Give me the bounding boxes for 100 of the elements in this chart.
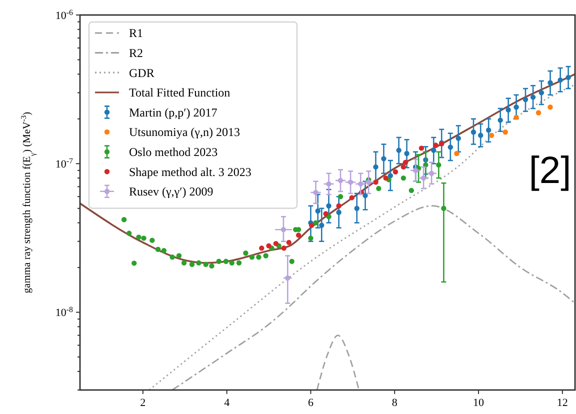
point [181, 260, 187, 266]
legend-label: R1 [129, 26, 144, 40]
point [436, 162, 442, 168]
point [431, 148, 436, 153]
point [189, 262, 195, 267]
point [170, 254, 175, 260]
y-tick-label: 10$^{-7}$ [55, 156, 74, 170]
point [376, 186, 382, 192]
point [273, 240, 279, 246]
point [373, 164, 378, 170]
point [326, 181, 332, 187]
y-tick-label: 10$^{-8}$ [55, 304, 74, 320]
point [249, 254, 255, 260]
line-series [172, 205, 575, 390]
point [433, 142, 438, 148]
point [349, 195, 354, 200]
legend-label: Total Fitted Function [129, 86, 230, 100]
point [161, 248, 166, 254]
point [538, 90, 544, 96]
x-tick-label: 4 [224, 397, 230, 409]
point [338, 178, 344, 184]
point [259, 246, 264, 251]
legend-label: Shape method alt. 3 2023 [129, 164, 252, 179]
point [286, 240, 292, 246]
point [126, 230, 132, 236]
point [176, 253, 182, 258]
x-tick-label: 10 [473, 397, 485, 409]
point [196, 260, 202, 266]
point [400, 164, 406, 170]
point [478, 132, 484, 138]
point [488, 132, 494, 138]
point [412, 168, 418, 174]
x-tick-label: 6 [308, 397, 314, 409]
point [506, 107, 511, 112]
point [203, 262, 208, 267]
point [326, 203, 332, 208]
point [319, 222, 324, 228]
legend-label: GDR [129, 66, 154, 80]
point [558, 77, 563, 83]
point [566, 74, 571, 80]
point [448, 144, 454, 150]
point [296, 232, 302, 238]
point [229, 260, 234, 266]
point [323, 211, 328, 216]
point [381, 156, 386, 162]
point [354, 206, 360, 211]
legend-label: Rusev (γ,γ′) 2009 [129, 184, 214, 199]
point [256, 254, 262, 260]
x-tick-label: 8 [392, 397, 398, 409]
point [548, 104, 553, 110]
point [223, 258, 229, 264]
point [336, 203, 342, 208]
point [428, 170, 434, 176]
point [502, 130, 508, 135]
point [392, 169, 398, 174]
point [383, 175, 388, 181]
point [155, 246, 161, 252]
point [136, 234, 142, 240]
point [486, 128, 492, 133]
point [456, 136, 461, 141]
point [396, 148, 402, 153]
point [281, 246, 286, 251]
point [408, 188, 414, 194]
point [400, 175, 406, 181]
point [313, 220, 318, 226]
point [289, 258, 294, 264]
point [358, 181, 364, 187]
point [315, 208, 320, 214]
point [498, 118, 503, 123]
point [348, 180, 354, 185]
point [243, 250, 248, 256]
point [216, 258, 222, 264]
point [121, 217, 127, 222]
point [522, 96, 528, 102]
point [280, 226, 286, 232]
x-tick-label: 2 [140, 397, 146, 409]
point [266, 243, 272, 248]
annotation: [2] [528, 150, 572, 192]
point [236, 260, 242, 266]
point [150, 238, 155, 243]
point [530, 94, 536, 100]
legend-label: Martin (p,p′) 2017 [129, 105, 218, 120]
point [209, 263, 214, 269]
point [548, 80, 553, 86]
point [402, 160, 408, 165]
legend-label: R2 [129, 46, 144, 60]
point [441, 206, 446, 211]
point [263, 253, 268, 258]
point [514, 104, 519, 110]
legend-label: Utsunomiya (γ,n) 2013 [129, 125, 240, 140]
legend-label: Oslo method 2023 [129, 145, 218, 159]
point [536, 110, 542, 116]
x-tick-label: 12 [556, 397, 568, 409]
point [366, 180, 372, 185]
point [132, 260, 137, 266]
point [470, 130, 476, 135]
point [308, 222, 314, 228]
point [141, 236, 146, 241]
point [336, 210, 342, 215]
point [418, 146, 424, 151]
